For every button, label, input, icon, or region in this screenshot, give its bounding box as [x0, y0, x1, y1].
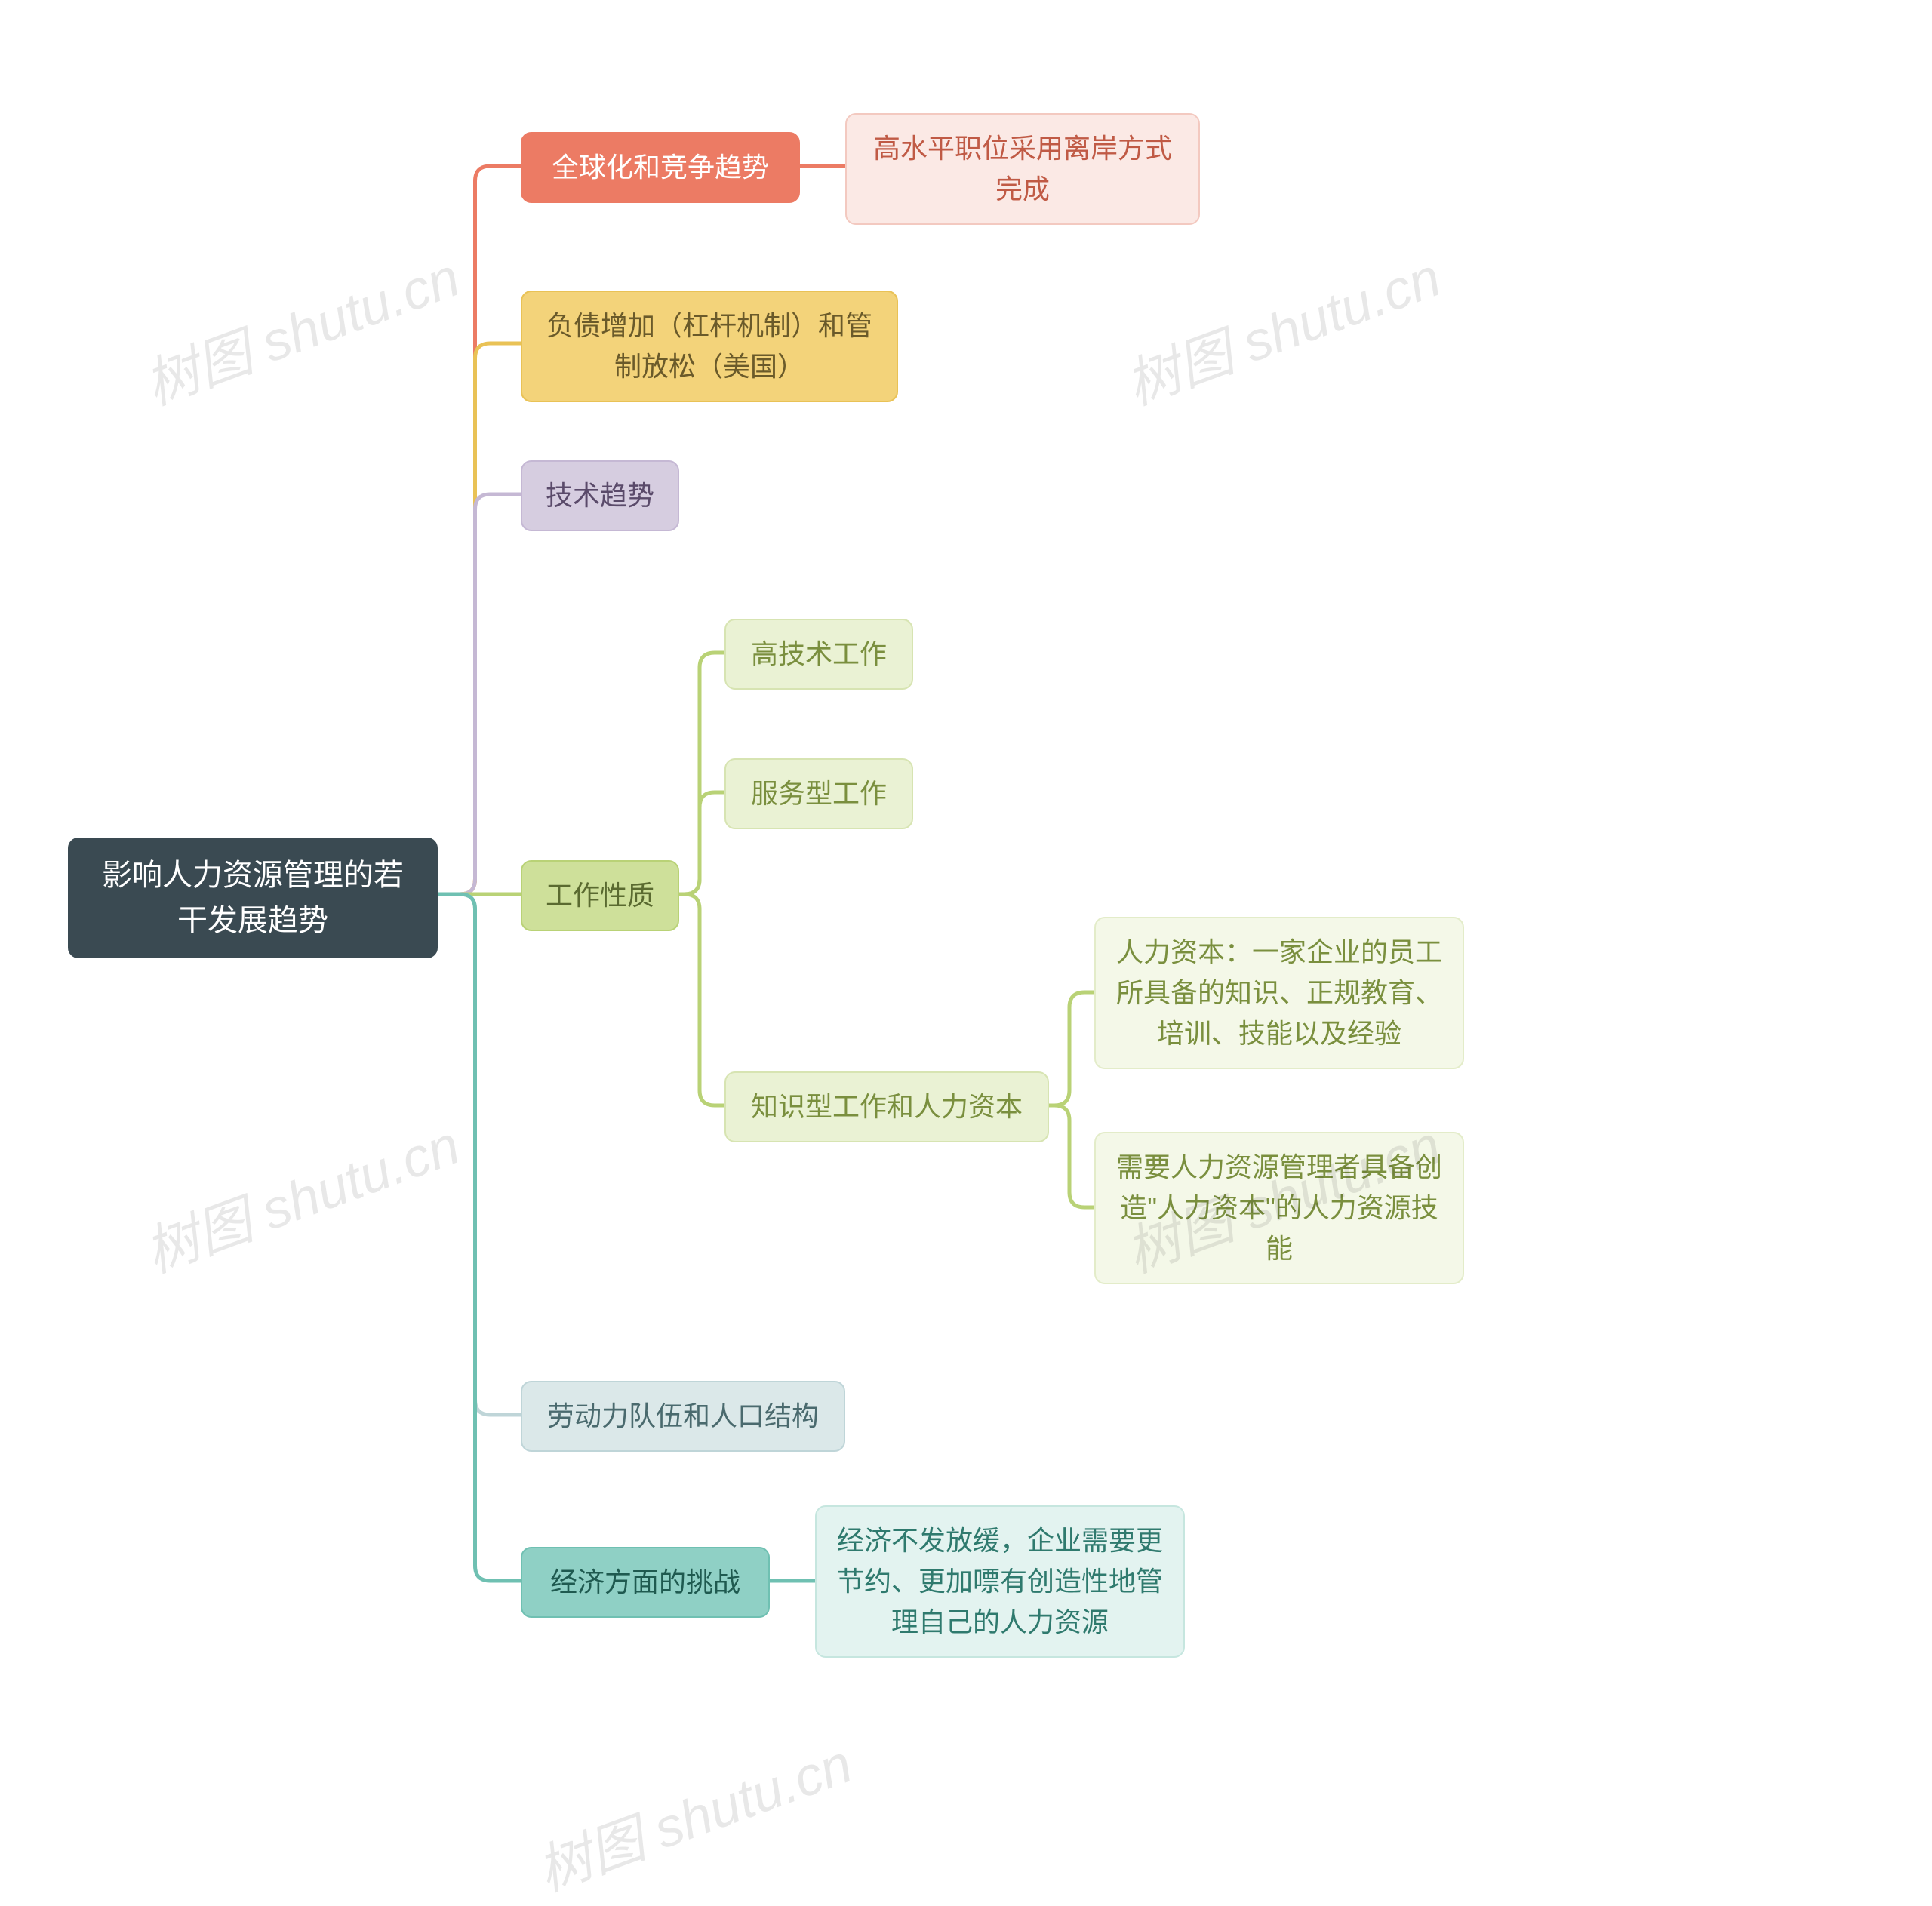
connector: [438, 494, 521, 894]
child-node-3-2: 知识型工作和人力资本: [724, 1071, 1049, 1142]
connector: [438, 894, 521, 1415]
connector: [679, 792, 724, 894]
watermark: 树图 shutu.cn: [1113, 233, 1450, 420]
watermark: 树图 shutu.cn: [132, 1101, 469, 1288]
grandchild-node-3-2-0: 人力资本：一家企业的员工所具备的知识、正规教育、培训、技能以及经验: [1094, 917, 1464, 1069]
branch-node-2: 技术趋势: [521, 460, 679, 531]
connector: [679, 653, 724, 894]
child-node-5-0: 经济不发放缓，企业需要更节约、更加嘌有创造性地管理自己的人力资源: [815, 1505, 1185, 1658]
child-node-3-0: 高技术工作: [724, 619, 913, 690]
branch-node-0: 全球化和竞争趋势: [521, 132, 800, 203]
connector: [1049, 1105, 1094, 1207]
connector: [438, 894, 521, 1581]
root-node: 影响人力资源管理的若干发展趋势: [68, 838, 438, 958]
connector: [679, 894, 724, 1105]
child-node-3-1: 服务型工作: [724, 758, 913, 829]
child-node-0-0: 高水平职位采用离岸方式完成: [845, 113, 1200, 225]
branch-node-1: 负债增加（杠杆机制）和管制放松（美国）: [521, 291, 898, 402]
grandchild-node-3-2-1: 需要人力资源管理者具备创造"人力资本"的人力资源技能: [1094, 1132, 1464, 1284]
connector: [438, 343, 521, 894]
watermark: 树图 shutu.cn: [525, 1720, 861, 1906]
connector: [1049, 992, 1094, 1105]
branch-node-3: 工作性质: [521, 860, 679, 931]
branch-node-5: 经济方面的挑战: [521, 1547, 770, 1618]
branch-node-4: 劳动力队伍和人口结构: [521, 1381, 845, 1452]
watermark: 树图 shutu.cn: [132, 233, 469, 420]
connector: [438, 166, 521, 894]
